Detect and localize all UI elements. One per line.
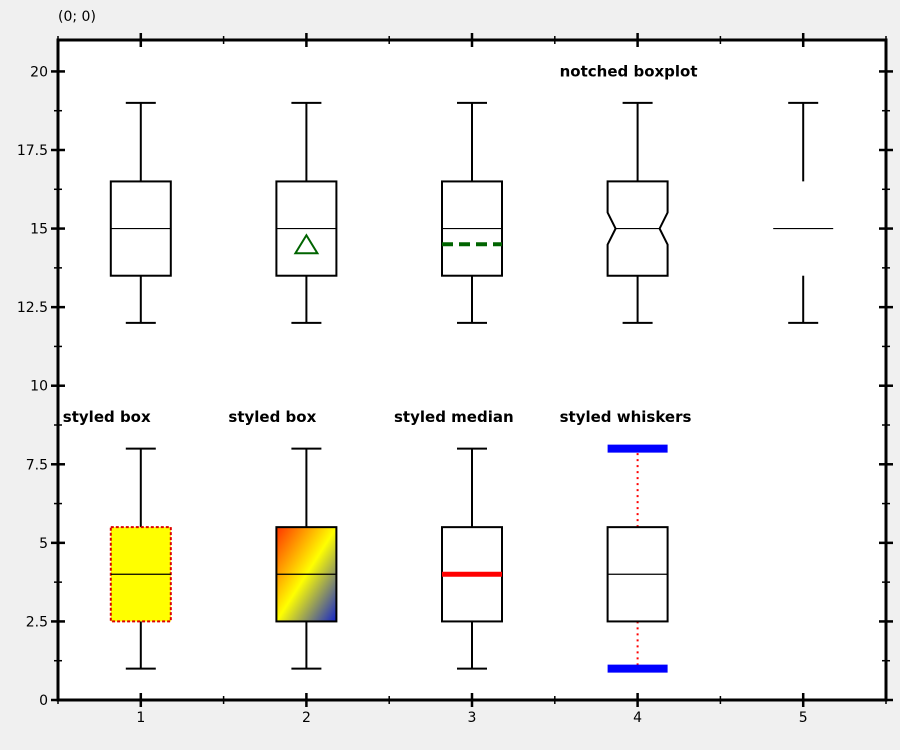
annotation-label: styled box (228, 408, 316, 426)
annotations-layer: notched boxplot styled box styled box style… (63, 62, 698, 426)
annotation-label: notched boxplot (560, 62, 698, 80)
coordinate-readout: (0; 0) (58, 9, 96, 25)
x-tick-label: 2 (302, 710, 311, 726)
x-tick-label: 1 (136, 710, 145, 726)
y-tick-label: 15 (30, 222, 48, 238)
x-tick-label: 3 (468, 710, 477, 726)
x-tick-label: 5 (799, 710, 808, 726)
box-3 (441, 101, 503, 324)
box-7 (275, 447, 338, 670)
boxes-layer (109, 101, 834, 673)
x-tick-label: 4 (633, 710, 642, 726)
y-tick-label: 17.5 (17, 143, 48, 159)
box-1 (109, 101, 172, 324)
box-9 (606, 444, 669, 673)
y-tick-label: 20 (30, 64, 48, 80)
box-2 (275, 101, 338, 324)
box-4 (606, 101, 669, 324)
y-tick-label: 12.5 (17, 300, 48, 316)
y-tick-label: 10 (30, 379, 48, 395)
annotation-label: styled box (63, 408, 151, 426)
box-8 (441, 447, 503, 670)
axis-ticks: 1 2 3 4 5 0 2.5 5 7.5 10 12.5 15 17.5 20 (17, 33, 893, 726)
y-tick-label: 5 (39, 536, 48, 552)
y-tick-label: 0 (39, 693, 48, 709)
box-6 (109, 447, 172, 670)
y-tick-label: 2.5 (26, 614, 48, 630)
annotation-label: styled whiskers (560, 408, 692, 426)
y-tick-label: 7.5 (26, 457, 48, 473)
mean-marker-triangle (293, 233, 320, 255)
annotation-label: styled median (394, 408, 514, 426)
box-5 (773, 101, 834, 324)
